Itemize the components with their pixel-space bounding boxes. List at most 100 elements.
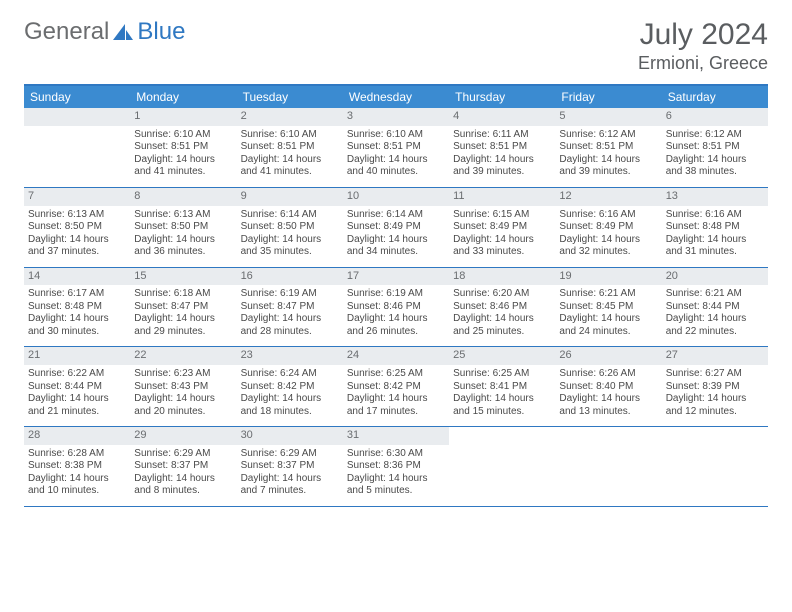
daylight-line2: and 41 minutes. xyxy=(241,166,339,179)
calendar-day-cell: 26Sunrise: 6:26 AMSunset: 8:40 PMDayligh… xyxy=(555,347,661,427)
day-details: Sunrise: 6:10 AMSunset: 8:51 PMDaylight:… xyxy=(130,126,236,187)
sunset-text: Sunset: 8:42 PM xyxy=(347,381,445,394)
day-details: Sunrise: 6:21 AMSunset: 8:44 PMDaylight:… xyxy=(662,285,768,346)
day-details: Sunrise: 6:22 AMSunset: 8:44 PMDaylight:… xyxy=(24,365,130,426)
day-details: Sunrise: 6:24 AMSunset: 8:42 PMDaylight:… xyxy=(237,365,343,426)
calendar-day-cell: 5Sunrise: 6:12 AMSunset: 8:51 PMDaylight… xyxy=(555,108,661,187)
day-details: Sunrise: 6:16 AMSunset: 8:48 PMDaylight:… xyxy=(662,206,768,267)
day-details: Sunrise: 6:15 AMSunset: 8:49 PMDaylight:… xyxy=(449,206,555,267)
calendar-day-cell: 18Sunrise: 6:20 AMSunset: 8:46 PMDayligh… xyxy=(449,267,555,347)
sunset-text: Sunset: 8:46 PM xyxy=(453,301,551,314)
sunset-text: Sunset: 8:49 PM xyxy=(559,221,657,234)
daylight-line2: and 24 minutes. xyxy=(559,326,657,339)
day-number: 24 xyxy=(343,347,449,365)
day-number: 26 xyxy=(555,347,661,365)
day-number: 2 xyxy=(237,108,343,126)
calendar-day-cell: 24Sunrise: 6:25 AMSunset: 8:42 PMDayligh… xyxy=(343,347,449,427)
sunrise-text: Sunrise: 6:29 AM xyxy=(241,448,339,461)
day-number: 28 xyxy=(24,427,130,445)
sunrise-text: Sunrise: 6:23 AM xyxy=(134,368,232,381)
calendar-table: SundayMondayTuesdayWednesdayThursdayFrid… xyxy=(24,84,768,507)
calendar-body: 1Sunrise: 6:10 AMSunset: 8:51 PMDaylight… xyxy=(24,108,768,506)
daylight-line1: Daylight: 14 hours xyxy=(28,313,126,326)
sunrise-text: Sunrise: 6:17 AM xyxy=(28,288,126,301)
sunrise-text: Sunrise: 6:19 AM xyxy=(241,288,339,301)
sunset-text: Sunset: 8:39 PM xyxy=(666,381,764,394)
daylight-line2: and 18 minutes. xyxy=(241,406,339,419)
calendar-day-cell: 22Sunrise: 6:23 AMSunset: 8:43 PMDayligh… xyxy=(130,347,236,427)
weekday-header: Thursday xyxy=(449,85,555,108)
sunset-text: Sunset: 8:37 PM xyxy=(134,460,232,473)
day-details: Sunrise: 6:10 AMSunset: 8:51 PMDaylight:… xyxy=(343,126,449,187)
day-number: 20 xyxy=(662,268,768,286)
calendar-week-row: 28Sunrise: 6:28 AMSunset: 8:38 PMDayligh… xyxy=(24,427,768,507)
day-details: Sunrise: 6:21 AMSunset: 8:45 PMDaylight:… xyxy=(555,285,661,346)
day-number: 31 xyxy=(343,427,449,445)
day-number: 7 xyxy=(24,188,130,206)
day-details: Sunrise: 6:14 AMSunset: 8:50 PMDaylight:… xyxy=(237,206,343,267)
sunrise-text: Sunrise: 6:22 AM xyxy=(28,368,126,381)
sunrise-text: Sunrise: 6:28 AM xyxy=(28,448,126,461)
sunset-text: Sunset: 8:51 PM xyxy=(347,141,445,154)
daylight-line2: and 12 minutes. xyxy=(666,406,764,419)
sunrise-text: Sunrise: 6:25 AM xyxy=(347,368,445,381)
calendar-header-row: SundayMondayTuesdayWednesdayThursdayFrid… xyxy=(24,85,768,108)
calendar-empty-cell xyxy=(449,427,555,507)
sunrise-text: Sunrise: 6:29 AM xyxy=(134,448,232,461)
calendar-empty-cell xyxy=(662,427,768,507)
sunrise-text: Sunrise: 6:16 AM xyxy=(666,209,764,222)
sunrise-text: Sunrise: 6:10 AM xyxy=(347,129,445,142)
sunrise-text: Sunrise: 6:18 AM xyxy=(134,288,232,301)
day-number: 17 xyxy=(343,268,449,286)
calendar-empty-cell xyxy=(555,427,661,507)
calendar-day-cell: 4Sunrise: 6:11 AMSunset: 8:51 PMDaylight… xyxy=(449,108,555,187)
calendar-day-cell: 14Sunrise: 6:17 AMSunset: 8:48 PMDayligh… xyxy=(24,267,130,347)
daylight-line1: Daylight: 14 hours xyxy=(559,234,657,247)
sunset-text: Sunset: 8:51 PM xyxy=(559,141,657,154)
daylight-line2: and 30 minutes. xyxy=(28,326,126,339)
day-details: Sunrise: 6:23 AMSunset: 8:43 PMDaylight:… xyxy=(130,365,236,426)
day-details: Sunrise: 6:29 AMSunset: 8:37 PMDaylight:… xyxy=(130,445,236,506)
calendar-empty-cell xyxy=(24,108,130,187)
calendar-day-cell: 28Sunrise: 6:28 AMSunset: 8:38 PMDayligh… xyxy=(24,427,130,507)
sunset-text: Sunset: 8:50 PM xyxy=(241,221,339,234)
day-number: 3 xyxy=(343,108,449,126)
sunset-text: Sunset: 8:50 PM xyxy=(134,221,232,234)
daylight-line1: Daylight: 14 hours xyxy=(347,234,445,247)
daylight-line2: and 33 minutes. xyxy=(453,246,551,259)
sunset-text: Sunset: 8:51 PM xyxy=(241,141,339,154)
sunrise-text: Sunrise: 6:13 AM xyxy=(134,209,232,222)
sunset-text: Sunset: 8:51 PM xyxy=(453,141,551,154)
daylight-line1: Daylight: 14 hours xyxy=(347,473,445,486)
daylight-line2: and 39 minutes. xyxy=(559,166,657,179)
day-number: 1 xyxy=(130,108,236,126)
daylight-line2: and 15 minutes. xyxy=(453,406,551,419)
sunset-text: Sunset: 8:36 PM xyxy=(347,460,445,473)
page-header: General Blue July 2024 Ermioni, Greece xyxy=(24,18,768,74)
calendar-day-cell: 11Sunrise: 6:15 AMSunset: 8:49 PMDayligh… xyxy=(449,187,555,267)
sunrise-text: Sunrise: 6:12 AM xyxy=(559,129,657,142)
sunrise-text: Sunrise: 6:15 AM xyxy=(453,209,551,222)
daylight-line1: Daylight: 14 hours xyxy=(28,393,126,406)
daylight-line2: and 28 minutes. xyxy=(241,326,339,339)
daylight-line1: Daylight: 14 hours xyxy=(28,234,126,247)
daylight-line2: and 22 minutes. xyxy=(666,326,764,339)
calendar-day-cell: 20Sunrise: 6:21 AMSunset: 8:44 PMDayligh… xyxy=(662,267,768,347)
daylight-line1: Daylight: 14 hours xyxy=(453,313,551,326)
day-details: Sunrise: 6:12 AMSunset: 8:51 PMDaylight:… xyxy=(555,126,661,187)
calendar-day-cell: 12Sunrise: 6:16 AMSunset: 8:49 PMDayligh… xyxy=(555,187,661,267)
day-number: 8 xyxy=(130,188,236,206)
sunset-text: Sunset: 8:49 PM xyxy=(347,221,445,234)
calendar-day-cell: 23Sunrise: 6:24 AMSunset: 8:42 PMDayligh… xyxy=(237,347,343,427)
day-number: 19 xyxy=(555,268,661,286)
day-number: 18 xyxy=(449,268,555,286)
calendar-week-row: 21Sunrise: 6:22 AMSunset: 8:44 PMDayligh… xyxy=(24,347,768,427)
brand-logo: General Blue xyxy=(24,18,185,46)
sunrise-text: Sunrise: 6:26 AM xyxy=(559,368,657,381)
day-number: 6 xyxy=(662,108,768,126)
day-number: 16 xyxy=(237,268,343,286)
sunrise-text: Sunrise: 6:13 AM xyxy=(28,209,126,222)
calendar-day-cell: 13Sunrise: 6:16 AMSunset: 8:48 PMDayligh… xyxy=(662,187,768,267)
daylight-line1: Daylight: 14 hours xyxy=(347,154,445,167)
daylight-line1: Daylight: 14 hours xyxy=(241,393,339,406)
